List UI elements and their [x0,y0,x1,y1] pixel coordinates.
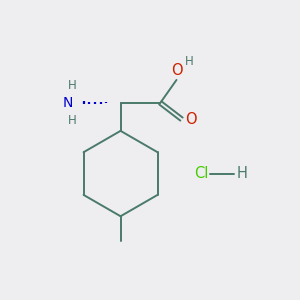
Text: H: H [68,114,77,127]
Text: N: N [62,96,73,110]
Text: Cl: Cl [194,166,209,181]
Text: O: O [171,63,182,78]
Text: O: O [185,112,197,127]
Text: H: H [184,55,193,68]
Text: H: H [237,166,248,181]
Text: H: H [68,79,77,92]
